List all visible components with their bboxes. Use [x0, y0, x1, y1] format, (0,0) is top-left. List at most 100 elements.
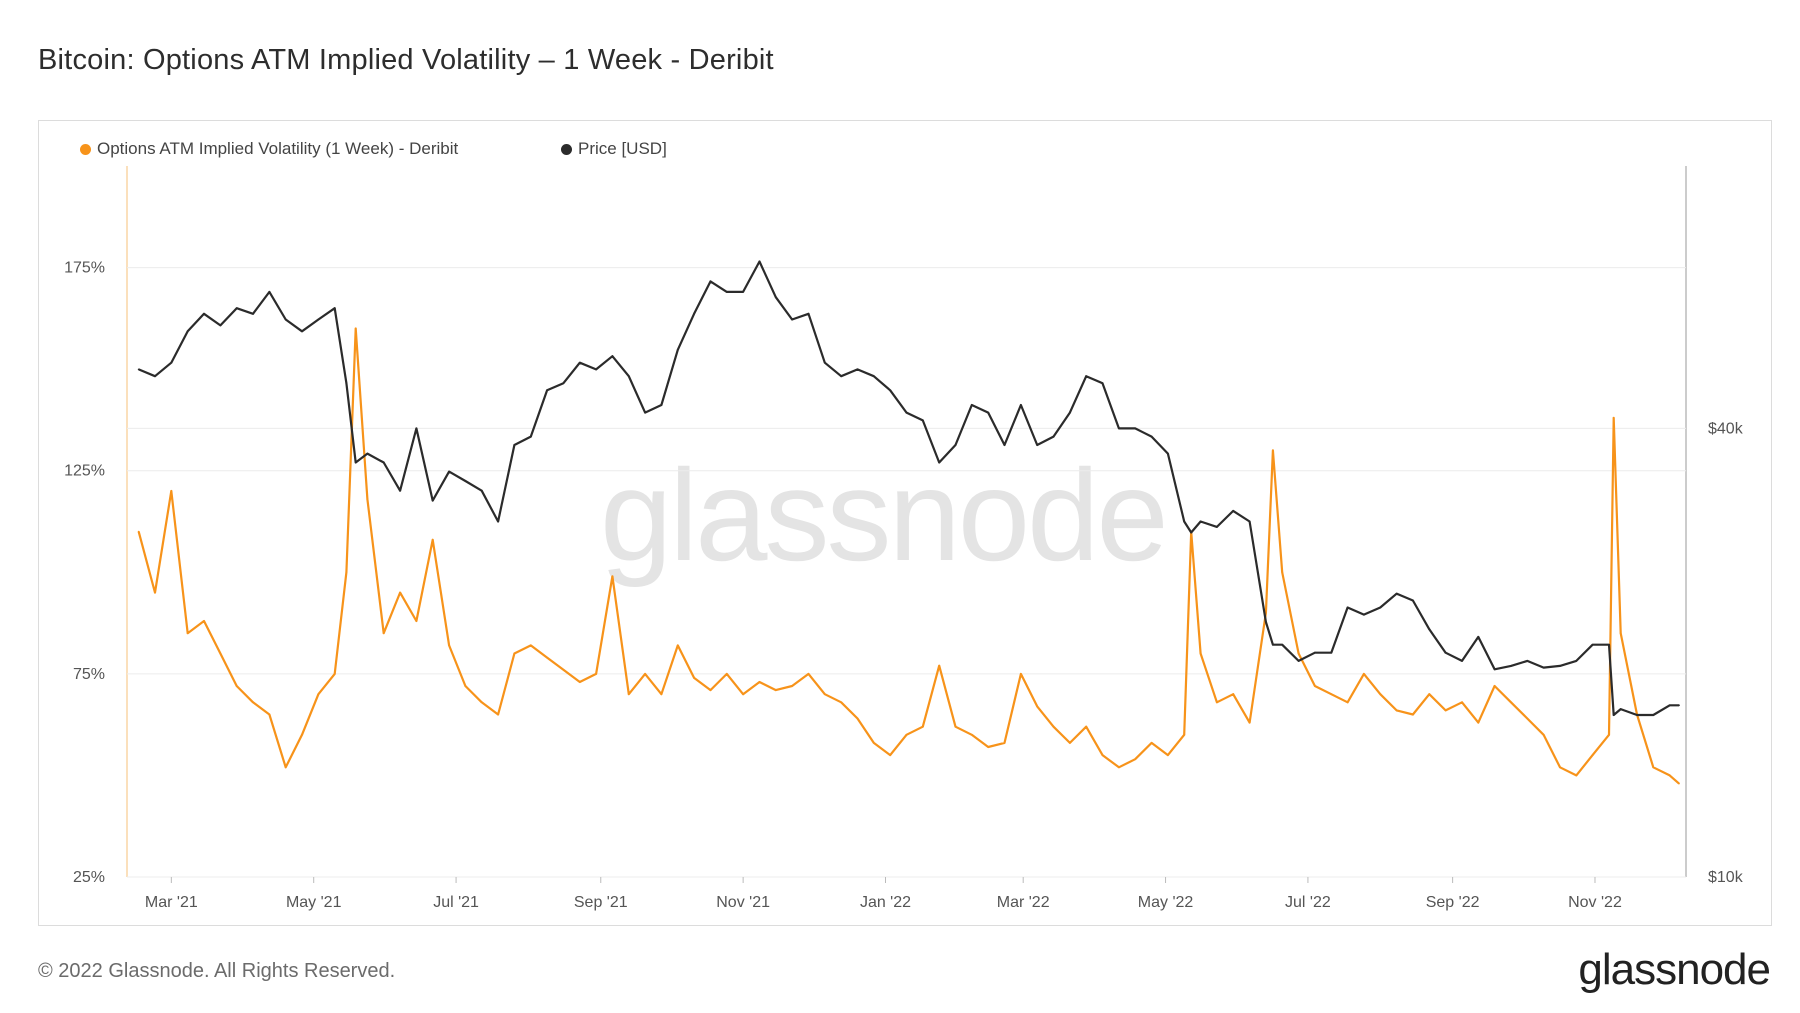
price-data-point	[1019, 404, 1022, 406]
volatility-data-point	[1199, 652, 1202, 655]
price-data-point	[1395, 592, 1398, 595]
volatility-data-point	[1019, 672, 1022, 675]
volatility-data-point	[1085, 725, 1088, 728]
price-data-point	[1608, 643, 1610, 646]
price-data-point	[954, 444, 957, 446]
volatility-data-point	[823, 693, 826, 696]
x-tick-label: Nov '22	[1568, 894, 1622, 911]
price-data-point	[1314, 651, 1316, 654]
x-tick-label: Mar '21	[145, 894, 198, 911]
volatility-data-point	[366, 498, 369, 501]
volatility-data-point	[464, 685, 467, 687]
volatility-data-point	[627, 693, 630, 696]
price-data-point	[1068, 411, 1071, 414]
volatility-data-point	[1542, 733, 1545, 736]
volatility-data-point	[345, 571, 348, 574]
volatility-data-point	[497, 713, 499, 716]
legend-price[interactable]: Price [USD]	[561, 139, 667, 159]
volatility-data-point	[970, 733, 973, 736]
volatility-data-point	[840, 701, 843, 704]
volatility-data-point	[1575, 774, 1578, 777]
price-data-point	[1559, 665, 1561, 667]
volatility-data-point	[252, 701, 254, 704]
volatility-data-point	[774, 689, 777, 692]
volatility-data-point	[1510, 701, 1512, 704]
volatility-data-point	[725, 672, 728, 675]
volatility-data-point	[758, 681, 761, 683]
volatility-data-point	[1232, 693, 1235, 696]
volatility-data-point	[1330, 693, 1333, 696]
x-tick-label: Jul '22	[1285, 894, 1331, 911]
price-data-point	[1412, 599, 1414, 602]
volatility-data-point	[1678, 782, 1680, 785]
price-data-point	[791, 318, 794, 321]
volatility-data-point	[807, 672, 810, 675]
volatility-data-point	[170, 490, 173, 492]
volatility-data-point	[611, 575, 614, 578]
price-data-point	[611, 355, 614, 358]
price-data-point	[170, 361, 173, 364]
volatility-data-point	[791, 685, 794, 687]
volatility-data-point	[1117, 766, 1120, 769]
price-data-point	[889, 389, 892, 392]
watermark-logo: glassnode	[600, 442, 1169, 588]
volatility-data-point	[1166, 754, 1169, 757]
price-data-point	[1591, 643, 1594, 646]
price-series-line	[138, 260, 1679, 717]
volatility-data-point	[1314, 685, 1316, 687]
price-data-point	[186, 330, 189, 333]
price-data-point	[1461, 659, 1463, 662]
price-data-point	[1678, 704, 1680, 707]
y-right-tick-label: $10k	[1708, 869, 1744, 886]
legend-volatility-dot	[80, 143, 91, 155]
price-data-point	[644, 411, 647, 414]
price-data-point	[1166, 452, 1169, 455]
price-data-point	[1036, 444, 1039, 446]
price-data-point	[448, 470, 450, 473]
volatility-data-point	[1395, 709, 1398, 712]
volatility-data-point	[1183, 733, 1186, 736]
volatility-data-point	[742, 693, 745, 696]
volatility-data-point	[1215, 701, 1218, 704]
price-data-point	[905, 411, 908, 414]
legend-volatility[interactable]: Options ATM Implied Volatility (1 Week) …	[80, 139, 458, 159]
x-tick-label: May '21	[286, 894, 342, 911]
price-data-point	[856, 368, 859, 371]
legend-price-dot	[561, 143, 572, 155]
price-data-point	[497, 520, 499, 523]
x-tick-label: Mar '22	[997, 894, 1050, 911]
volatility-data-point	[1036, 705, 1039, 708]
volatility-data-point	[1297, 652, 1300, 655]
price-data-point	[219, 324, 222, 327]
price-data-point	[366, 452, 369, 455]
volatility-data-point	[219, 652, 222, 655]
chart-title: Bitcoin: Options ATM Implied Volatility …	[38, 44, 774, 76]
price-data-point	[1428, 628, 1431, 631]
volatility-data-point	[905, 733, 908, 736]
price-data-point	[1330, 651, 1333, 654]
volatility-data-point	[399, 591, 401, 594]
volatility-data-point	[987, 746, 990, 748]
volatility-data-point	[448, 644, 450, 647]
volatility-data-point	[415, 620, 418, 622]
volatility-data-point	[889, 754, 892, 757]
price-data-point	[1265, 620, 1267, 623]
price-data-point	[1101, 382, 1104, 385]
price-data-point	[676, 348, 679, 351]
price-data-point	[1346, 606, 1349, 609]
volatility-data-point	[1150, 742, 1153, 744]
volatility-data-point	[1444, 709, 1447, 712]
price-data-point	[268, 290, 271, 293]
volatility-data-point	[480, 701, 483, 704]
price-data-point	[921, 419, 924, 422]
volatility-data-point	[1428, 693, 1431, 696]
volatility-data-point	[676, 644, 679, 647]
price-data-point	[415, 427, 418, 430]
copyright-footer: © 2022 Glassnode. All Rights Reserved.	[38, 960, 396, 982]
price-data-point	[987, 411, 990, 414]
volatility-data-point	[709, 689, 712, 692]
price-data-point	[1232, 509, 1235, 512]
volatility-data-point	[1379, 693, 1382, 696]
price-data-point	[1248, 520, 1251, 523]
